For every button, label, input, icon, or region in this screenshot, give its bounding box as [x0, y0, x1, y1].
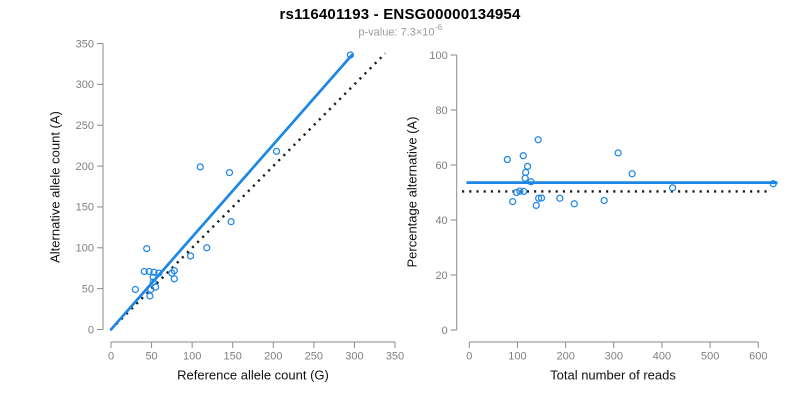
x-tick-label: 300	[605, 351, 623, 363]
data-point	[225, 168, 234, 177]
plot-title: rs116401193 - ENSG00000134954	[279, 6, 521, 23]
x-tick-label: 400	[653, 351, 671, 363]
data-point	[523, 162, 532, 170]
right-plot-x-axis-title: Total number of reads	[550, 367, 676, 383]
data-point	[614, 149, 622, 157]
y-tick-label: 80	[435, 105, 447, 117]
data-point	[516, 187, 524, 195]
data-point	[509, 197, 517, 206]
x-tick-label: 500	[701, 351, 719, 363]
data-point	[769, 180, 777, 188]
right-plot-y-axis-title: Percentage alternative (A)	[404, 116, 420, 268]
data-point	[519, 152, 527, 160]
y-tick-label: 50	[82, 283, 94, 295]
data-point	[170, 267, 178, 275]
data-point	[147, 285, 155, 294]
pvalue-exponent: -6	[435, 23, 443, 32]
data-point	[527, 178, 535, 186]
x-tick-label: 300	[345, 351, 363, 363]
identity-dotted-line	[110, 52, 387, 331]
data-point	[227, 218, 235, 226]
regression-line	[109, 53, 354, 331]
y-tick-label: 150	[76, 202, 94, 214]
y-tick-label: 250	[76, 120, 94, 132]
data-point	[570, 200, 578, 208]
x-tick-label: 50	[145, 351, 157, 363]
data-point	[534, 136, 542, 144]
x-tick-label: 600	[749, 351, 767, 363]
data-point	[145, 267, 153, 276]
data-point	[203, 244, 211, 252]
x-tick-label: 100	[508, 351, 526, 363]
y-tick-label: 60	[435, 160, 447, 172]
data-point	[628, 170, 636, 178]
x-tick-label: 200	[556, 351, 574, 363]
x-tick-label: 0	[466, 351, 472, 363]
y-tick-label: 0	[442, 325, 448, 337]
left-plot-x-axis-title: Reference allele count (G)	[177, 367, 329, 383]
left-plot-y-axis-title: Alternative allele count (A)	[47, 111, 63, 263]
data-point	[521, 174, 529, 182]
data-point	[512, 188, 521, 197]
data-point	[155, 269, 163, 277]
data-point	[532, 201, 540, 210]
y-tick-label: 100	[429, 50, 447, 62]
x-tick-label: 200	[264, 351, 282, 363]
data-point	[196, 163, 204, 171]
data-point	[186, 252, 195, 260]
data-point	[143, 244, 151, 253]
data-point	[150, 268, 158, 276]
y-tick-label: 100	[76, 243, 94, 255]
data-point	[146, 292, 154, 300]
data-point	[131, 285, 139, 294]
x-tick-label: 0	[108, 351, 114, 363]
y-tick-label: 350	[76, 38, 94, 50]
x-tick-label: 150	[224, 351, 242, 363]
data-point	[535, 194, 543, 202]
allele-count-scatter-panel: 0 50 100 150 200 250 300 350 0 50 100 150 200 250 300 3…	[76, 38, 405, 362]
data-point	[600, 196, 608, 205]
data-point	[149, 273, 157, 281]
data-point	[520, 187, 528, 196]
data-point	[346, 51, 354, 59]
y-tick-label: 20	[435, 270, 447, 282]
data-point	[140, 267, 148, 276]
data-point	[272, 147, 281, 155]
y-tick-label: 0	[88, 324, 94, 336]
data-point	[503, 155, 511, 164]
x-tick-label: 100	[183, 351, 201, 363]
data-point	[668, 184, 677, 192]
data-point	[537, 194, 546, 202]
data-point	[522, 168, 530, 177]
pvalue-text: p-value: 7.3×10	[358, 26, 435, 39]
x-tick-label: 350	[386, 351, 404, 363]
x-tick-label: 250	[305, 351, 323, 363]
y-tick-label: 200	[76, 161, 94, 173]
percentage-vs-reads-scatter-panel: 0 20 40 60 80 100 0 100 200 300 400 500 600	[429, 50, 778, 363]
data-point	[556, 194, 564, 202]
y-tick-label: 40	[435, 215, 447, 227]
data-point	[170, 275, 178, 283]
plot-subtitle: p-value: 7.3×10-6	[0, 23, 800, 39]
y-tick-label: 300	[76, 79, 94, 91]
